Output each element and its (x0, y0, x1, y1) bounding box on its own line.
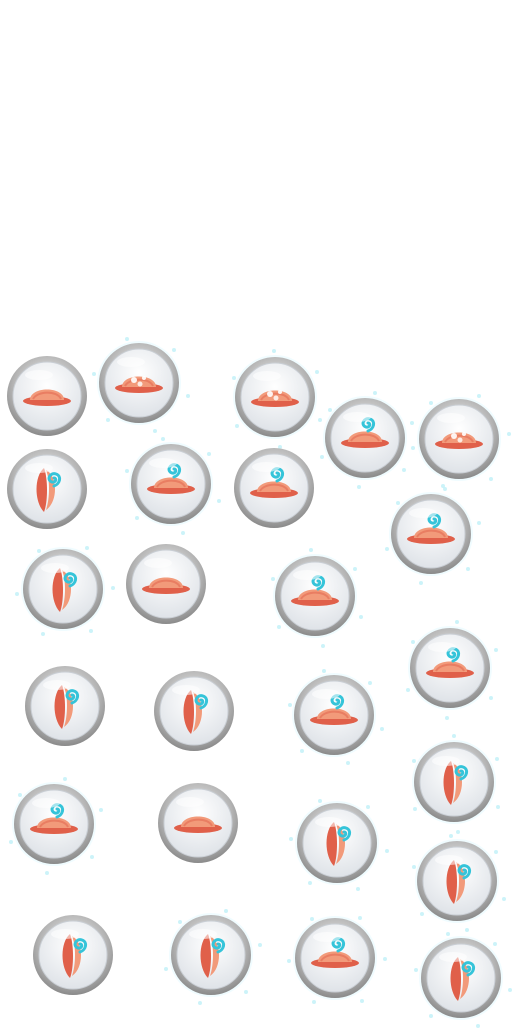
sparkle-particle (465, 928, 470, 933)
sparkle-particle (475, 1023, 480, 1028)
sparkle-particle (41, 631, 46, 636)
sparkle-particle (99, 808, 104, 813)
red-hat-swirl-icon (4, 446, 90, 532)
sparkle-particle (357, 485, 362, 490)
red-hat-icon (155, 780, 241, 866)
sparkle-particle (180, 530, 185, 535)
sparkle-particle (455, 620, 460, 625)
sparkle-particle (382, 957, 387, 962)
red-hat-swirl-icon (20, 546, 106, 632)
red-hat-icon (96, 340, 182, 426)
red-hat-swirl-icon (292, 915, 378, 1001)
red-hat-swirl-icon (168, 912, 254, 998)
sparkle-particle (271, 349, 276, 354)
sparkle-particle (477, 520, 482, 525)
sparkle-particle (419, 580, 424, 585)
sparkle-particle (502, 897, 507, 902)
red-hat-swirl-icon (411, 739, 497, 825)
sparkle-particle (507, 987, 512, 992)
red-hat-icon (123, 541, 209, 627)
sparkle-particle (15, 591, 20, 596)
sparkle-particle (452, 734, 457, 739)
sparkle-particle (493, 648, 498, 653)
sparkle-particle (44, 871, 49, 876)
sparkle-particle (216, 498, 221, 503)
red-hat-swirl-icon (294, 800, 380, 886)
sparkle-particle (506, 432, 511, 437)
sparkle-particle (110, 586, 115, 591)
sparkle-particle (411, 445, 416, 450)
sparkle-particle (185, 393, 190, 398)
sparkle-particle (384, 848, 389, 853)
red-hat-icon (4, 353, 90, 439)
sparkle-particle (287, 958, 291, 963)
sparkle-particle (153, 428, 158, 433)
sparkle-particle (257, 943, 262, 948)
red-hat-swirl-icon (272, 553, 358, 639)
red-hat-icon (416, 396, 502, 482)
red-hat-swirl-icon (30, 912, 116, 998)
red-hat-swirl-icon (418, 935, 504, 1021)
sparkle-particle (380, 727, 385, 732)
sparkle-particle (441, 483, 446, 488)
sparkle-particle (409, 420, 414, 425)
red-hat-icon (232, 354, 318, 440)
sparkle-particle (455, 829, 460, 834)
sparkle-particle (444, 715, 449, 720)
red-hat-swirl-icon (414, 838, 500, 924)
sparkle-particle (320, 643, 325, 648)
red-hat-swirl-icon (231, 445, 317, 531)
red-hat-swirl-icon (407, 625, 493, 711)
red-hat-swirl-icon (22, 663, 108, 749)
sparkle-particle (309, 548, 314, 553)
sparkle-particle (372, 390, 377, 395)
red-hat-swirl-icon (11, 781, 97, 867)
sparkle-particle (197, 1001, 202, 1006)
sparkle-particle (289, 837, 294, 842)
sparkle-particle (346, 761, 351, 766)
sparkle-particle (359, 614, 364, 619)
red-hat-swirl-icon (291, 672, 377, 758)
red-hat-swirl-icon (151, 668, 237, 754)
red-hat-icon (322, 395, 408, 481)
sparkle-particle (355, 887, 360, 892)
red-hat-swirl-icon (128, 441, 214, 527)
red-hat-swirl-icon (388, 491, 474, 577)
